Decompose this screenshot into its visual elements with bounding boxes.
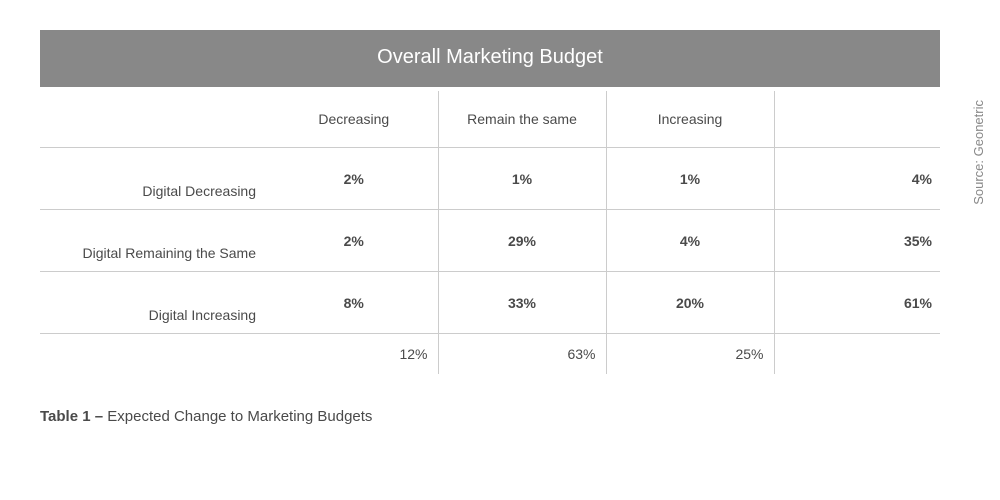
cell: 33% [438,272,606,334]
table-row: Digital Increasing 8% 33% 20% 61% [40,272,940,334]
table-container: Overall Marketing Budget Decreasing Rema… [40,30,940,425]
row-label: Digital Increasing [40,272,270,334]
cell: 29% [438,210,606,272]
col-header-decreasing: Decreasing [270,91,438,148]
header-empty [40,91,270,148]
col-total: 25% [606,334,774,374]
cell: 20% [606,272,774,334]
table-title: Overall Marketing Budget [40,30,940,91]
col-header-increasing: Increasing [606,91,774,148]
cell: 4% [606,210,774,272]
cell: 2% [270,148,438,210]
caption-label: Table 1 – [40,408,107,425]
row-label: Digital Decreasing [40,148,270,210]
header-row: Decreasing Remain the same Increasing [40,91,940,148]
row-total: 4% [774,148,940,210]
source-credit: Source: Geonetric [971,100,986,205]
footer-row: 12% 63% 25% [40,334,940,374]
cell: 2% [270,210,438,272]
header-total-empty [774,91,940,148]
footer-empty [774,334,940,374]
col-header-same: Remain the same [438,91,606,148]
col-total: 63% [438,334,606,374]
cell: 1% [606,148,774,210]
cell: 1% [438,148,606,210]
footer-empty [40,334,270,374]
budget-table: Decreasing Remain the same Increasing Di… [40,91,940,374]
caption-text: Expected Change to Marketing Budgets [107,408,372,425]
row-total: 35% [774,210,940,272]
table-caption: Table 1 – Expected Change to Marketing B… [40,408,940,425]
col-total: 12% [270,334,438,374]
row-total: 61% [774,272,940,334]
cell: 8% [270,272,438,334]
page: Overall Marketing Budget Decreasing Rema… [0,0,1000,500]
table-row: Digital Remaining the Same 2% 29% 4% 35% [40,210,940,272]
table-row: Digital Decreasing 2% 1% 1% 4% [40,148,940,210]
row-label: Digital Remaining the Same [40,210,270,272]
